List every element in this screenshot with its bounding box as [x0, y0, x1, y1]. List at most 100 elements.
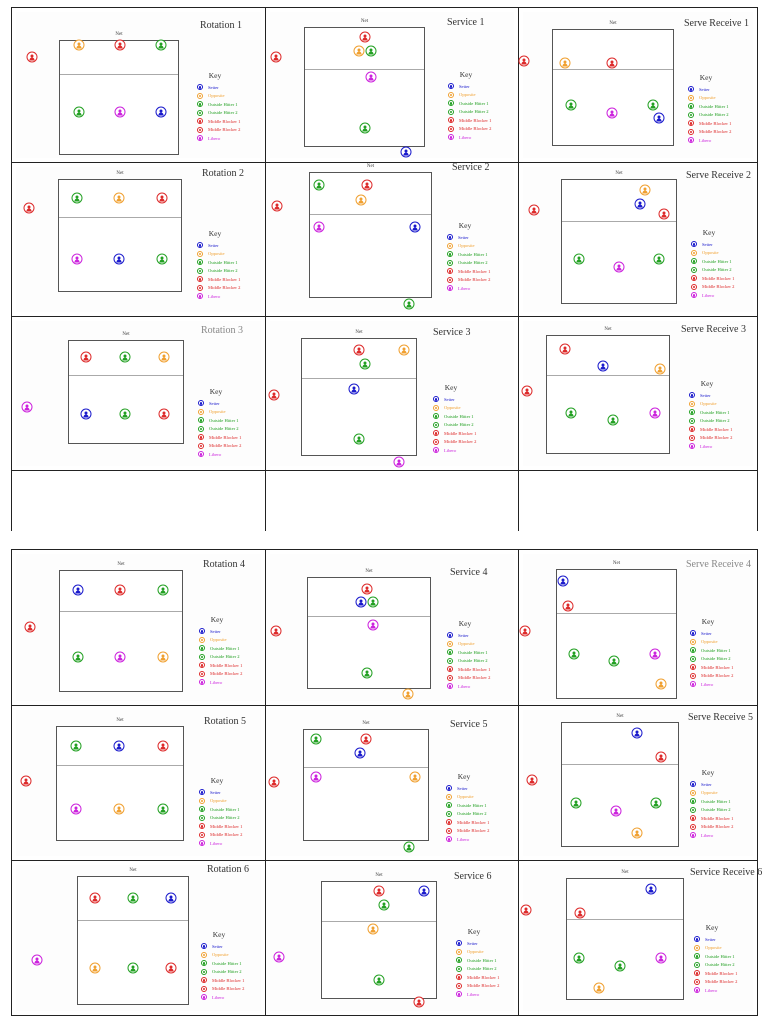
- legend-item-libero: Libero: [690, 680, 733, 689]
- diagram-cell: Service 2 Net Key Setter Opposite Outside Hit…: [265, 162, 519, 317]
- legend-label: Libero: [457, 836, 470, 842]
- legend-label: Setter: [208, 242, 219, 248]
- player-icon-opposite: [353, 45, 365, 57]
- legend-item-libero: Libero: [199, 678, 242, 687]
- diagram-title: Serve Receive 2: [686, 170, 751, 181]
- player-icon-libero: [365, 71, 377, 83]
- legend-item-middle-blocker-1: Middle Blocker 1: [690, 663, 733, 672]
- legend-label: Libero: [458, 285, 471, 291]
- player-icon-outside-hitter-1: [310, 733, 322, 745]
- diagram-cell: Rotation 1 Net Key Setter Opposite Outside Hi…: [11, 7, 266, 163]
- person-icon: [433, 421, 439, 428]
- person-icon: [199, 840, 205, 847]
- diagram-cell: Serve Receive 4 Net Key Setter Opposite Outsi…: [518, 549, 758, 706]
- person-icon: [447, 657, 453, 664]
- legend-item-setter: Setter: [197, 241, 240, 250]
- person-icon: [197, 109, 203, 116]
- person-icon: [199, 679, 205, 686]
- legend: Key Setter Opposite Outside Hitter 1 Outside…: [691, 228, 734, 300]
- net-label: Net: [116, 171, 124, 176]
- player-icon-outside-hitter-2: [353, 433, 365, 445]
- player-icon-outside-hitter-2: [156, 253, 168, 265]
- player-icon-middle-blocker-2: [361, 583, 373, 595]
- legend-item-outside-hitter-2: Outside Hitter 2: [201, 968, 244, 977]
- legend-item-outside-hitter-1: Outside Hitter 1: [433, 412, 476, 421]
- legend-item-opposite: Opposite: [198, 408, 241, 417]
- legend-label: Libero: [210, 679, 223, 685]
- person-icon: [447, 251, 453, 258]
- person-icon: [456, 991, 462, 998]
- legend-item-outside-hitter-2: Outside Hitter 2: [688, 111, 731, 120]
- person-icon: [448, 108, 454, 115]
- player-icon-outside-hitter-2: [73, 106, 85, 118]
- person-icon: [690, 781, 696, 788]
- attack-line: [60, 74, 178, 75]
- diagram-cell: Service 1 Net Key Setter Opposite Outside Hit…: [265, 7, 519, 163]
- diagram-title: Rotation 3: [201, 325, 243, 336]
- player-icon-outside-hitter-1: [568, 648, 580, 660]
- player-icon-outside-hitter-1: [155, 39, 167, 51]
- legend-label: Outside Hitter 2: [209, 426, 239, 432]
- diagram-cell: Serve Receive 1 Net Key Setter Opposite Outsi…: [518, 7, 758, 163]
- person-icon: [197, 126, 203, 133]
- legend-label: Middle Blocker 1: [699, 120, 732, 126]
- legend-item-outside-hitter-2: Outside Hitter 2: [197, 109, 240, 118]
- legend-label: Middle Blocker 1: [210, 662, 243, 668]
- volleyball-court: [546, 335, 670, 454]
- person-icon: [448, 91, 454, 98]
- legend-label: Middle Blocker 2: [444, 439, 477, 445]
- player-icon-libero: [393, 456, 405, 468]
- legend-label: Opposite: [208, 93, 225, 99]
- diagram-title: Service 5: [450, 719, 488, 730]
- legend-item-middle-blocker-1: Middle Blocker 1: [198, 433, 241, 442]
- legend-label: Middle Blocker 2: [700, 435, 733, 441]
- player-icon-setter: [348, 383, 360, 395]
- legend-label: Outside Hitter 1: [210, 645, 240, 651]
- person-icon: [446, 827, 452, 834]
- player-icon-setter: [597, 360, 609, 372]
- person-icon: [446, 785, 452, 792]
- legend-title: Key: [702, 228, 716, 237]
- legend-label: Outside Hitter 2: [444, 422, 474, 428]
- legend-item-setter: Setter: [199, 627, 242, 636]
- legend-label: Outside Hitter 1: [705, 953, 735, 959]
- legend-item-setter: Setter: [448, 82, 491, 91]
- person-icon: [199, 831, 205, 838]
- net-label: Net: [375, 873, 383, 878]
- person-icon: [689, 443, 695, 450]
- player-icon-middle-blocker-2: [655, 751, 667, 763]
- legend-title: Key: [701, 617, 715, 626]
- legend-label: Opposite: [457, 794, 474, 800]
- legend-item-middle-blocker-1: Middle Blocker 1: [448, 116, 491, 125]
- legend-label: Setter: [458, 234, 469, 240]
- legend-item-setter: Setter: [197, 83, 240, 92]
- legend-label: Outside Hitter 2: [210, 654, 240, 660]
- legend-label: Outside Hitter 2: [458, 658, 488, 664]
- person-icon: [201, 951, 207, 958]
- attack-line: [69, 375, 183, 376]
- legend-label: Outside Hitter 2: [208, 268, 238, 274]
- person-icon: [688, 128, 694, 135]
- attack-line: [567, 919, 683, 920]
- player-icon-middle-blocker-1: [268, 389, 280, 401]
- net-label: Net: [365, 569, 373, 574]
- person-icon: [689, 417, 695, 424]
- net-label: Net: [362, 721, 370, 726]
- player-icon-libero: [273, 951, 285, 963]
- legend-item-setter: Setter: [690, 780, 733, 789]
- legend: Key Setter Opposite Outside Hitter 1 Outside…: [201, 930, 244, 1002]
- person-icon: [446, 802, 452, 809]
- legend-label: Middle Blocker 1: [208, 118, 241, 124]
- player-icon-outside-hitter-2: [653, 253, 665, 265]
- person-icon: [198, 408, 204, 415]
- legend-label: Setter: [701, 630, 712, 636]
- legend-label: Libero: [209, 451, 222, 457]
- player-icon-middle-blocker-1: [528, 204, 540, 216]
- legend-title: Key: [208, 71, 222, 80]
- person-icon: [198, 451, 204, 458]
- diagram-cell: Rotation 5 Net Key Setter Opposite Outside Hi…: [11, 705, 266, 861]
- person-icon: [446, 793, 452, 800]
- legend-label: Libero: [459, 134, 472, 140]
- legend-item-setter: Setter: [691, 240, 734, 249]
- legend-item-middle-blocker-2: Middle Blocker 2: [447, 674, 490, 683]
